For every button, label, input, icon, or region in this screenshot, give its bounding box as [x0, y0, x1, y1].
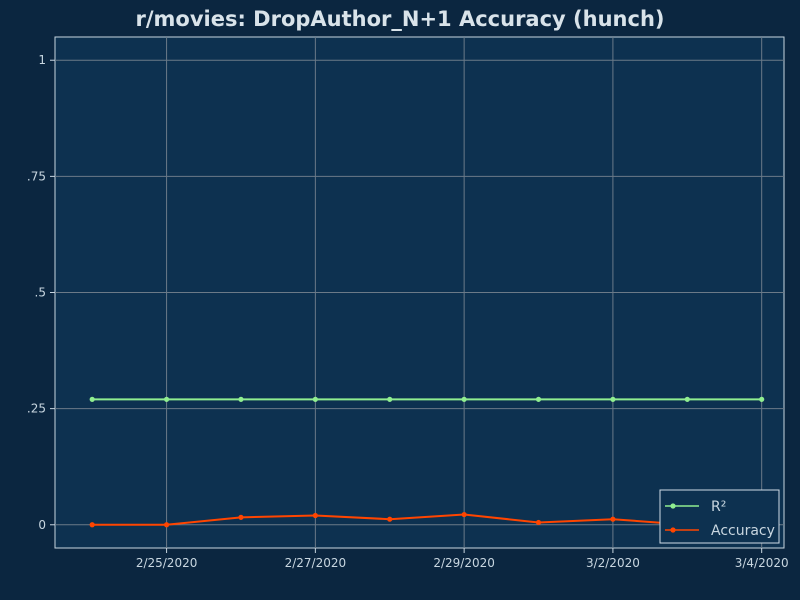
data-point: [312, 396, 318, 402]
data-point: [387, 396, 393, 402]
y-tick-label: 1: [38, 53, 46, 67]
x-tick-label: 2/27/2020: [285, 556, 347, 570]
data-point: [461, 511, 467, 518]
x-tick-label: 3/4/2020: [735, 556, 789, 570]
x-tick-label: 2/29/2020: [433, 556, 495, 570]
y-tick-label: .25: [27, 402, 46, 416]
data-point: [461, 396, 467, 402]
data-point: [535, 519, 542, 526]
legend-swatch-marker: [670, 527, 676, 533]
series-layer: [89, 396, 765, 528]
y-tick-label: .75: [27, 169, 46, 183]
data-point: [535, 396, 542, 402]
series-line: [92, 513, 762, 526]
data-point: [684, 396, 690, 402]
data-point: [163, 522, 170, 528]
data-point: [312, 512, 318, 519]
data-point: [610, 516, 616, 522]
legend-label: R²: [711, 499, 726, 515]
legend-label: Accuracy: [711, 523, 775, 539]
data-point: [89, 522, 95, 528]
data-point: [387, 516, 393, 522]
series-r2: [89, 396, 765, 402]
axis-labels: 0 .25 .5 .75 1 2/25/2020 2/27/2020 2/29/2020 3/2…: [27, 53, 789, 570]
data-point: [759, 396, 765, 402]
y-tick-label: 0: [38, 518, 46, 532]
data-point: [610, 396, 616, 402]
data-point: [89, 396, 95, 402]
y-tick-label: .5: [35, 286, 46, 300]
legend: R² Accuracy: [659, 489, 780, 544]
data-point: [238, 514, 244, 520]
legend-swatch-marker: [670, 503, 676, 509]
data-point: [163, 396, 170, 402]
data-point: [238, 396, 244, 402]
legend-box: [659, 489, 780, 544]
chart-title: r/movies: DropAuthor_N+1 Accuracy (hunch…: [135, 7, 664, 31]
x-tick-label: 3/2/2020: [586, 556, 640, 570]
x-tick-label: 2/25/2020: [136, 556, 198, 570]
